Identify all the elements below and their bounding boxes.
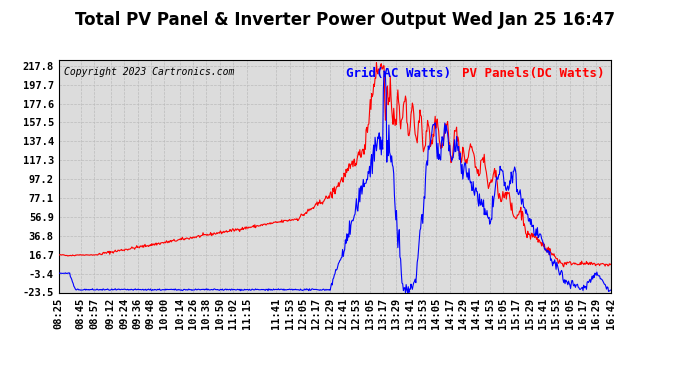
Text: Copyright 2023 Cartronics.com: Copyright 2023 Cartronics.com <box>64 67 235 77</box>
Text: Total PV Panel & Inverter Power Output Wed Jan 25 16:47: Total PV Panel & Inverter Power Output W… <box>75 11 615 29</box>
Text: Grid(AC Watts): Grid(AC Watts) <box>346 67 451 80</box>
Text: PV Panels(DC Watts): PV Panels(DC Watts) <box>462 67 604 80</box>
